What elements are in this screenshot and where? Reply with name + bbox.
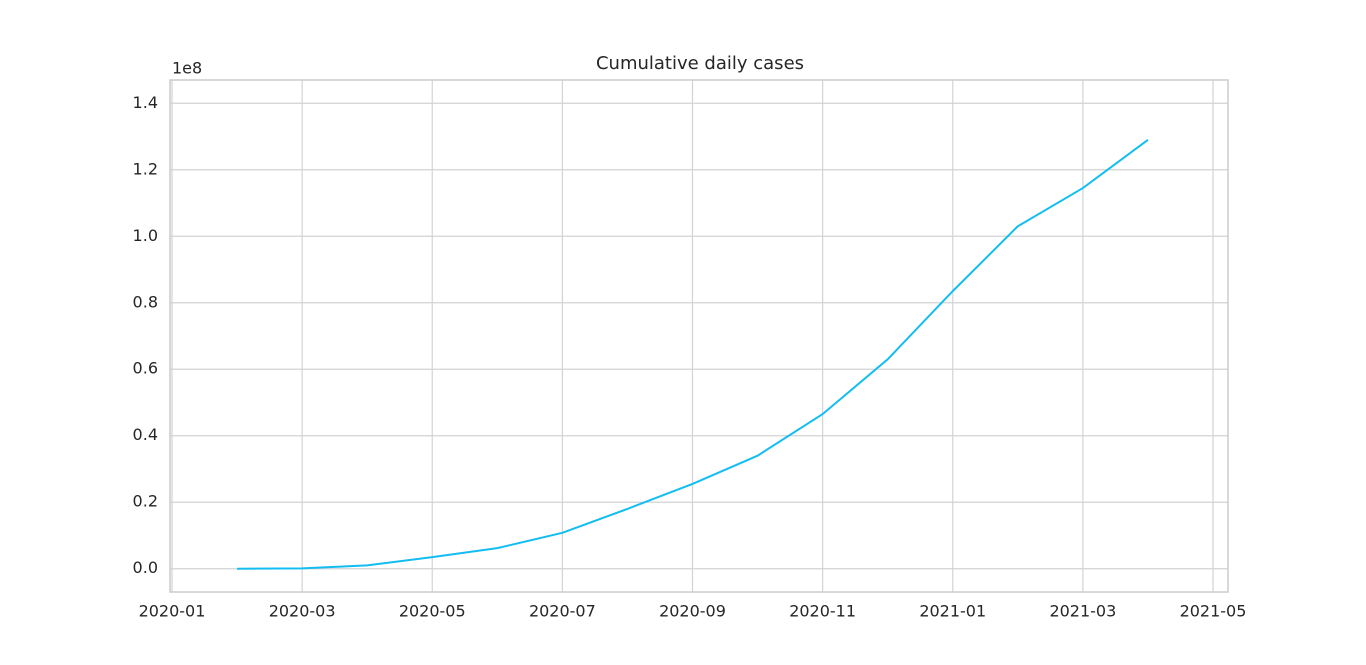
x-tick-label: 2020-05 bbox=[399, 602, 466, 621]
plot-frame bbox=[169, 79, 1229, 593]
y-tick-label: 0.4 bbox=[133, 425, 158, 444]
y-tick-label: 0.8 bbox=[133, 292, 158, 311]
x-tick-label: 2021-05 bbox=[1180, 602, 1247, 621]
x-tick-label: 2020-01 bbox=[139, 602, 206, 621]
x-tick-label: 2020-03 bbox=[269, 602, 336, 621]
chart-title: Cumulative daily cases bbox=[596, 53, 804, 74]
y-tick-label: 1.0 bbox=[133, 226, 158, 245]
y-offset-label: 1e8 bbox=[172, 59, 202, 78]
y-tick-label: 0.6 bbox=[133, 359, 158, 378]
x-tick-label: 2020-07 bbox=[529, 602, 596, 621]
data-line bbox=[237, 139, 1149, 570]
x-tick-label: 2020-11 bbox=[789, 602, 856, 621]
x-tick-label: 2021-01 bbox=[919, 602, 986, 621]
x-tick-label: 2021-03 bbox=[1049, 602, 1116, 621]
x-tick-label: 2020-09 bbox=[659, 602, 726, 621]
y-tick-label: 1.4 bbox=[133, 93, 158, 112]
y-tick-label: 0.0 bbox=[133, 558, 158, 577]
y-tick-label: 0.2 bbox=[133, 492, 158, 511]
y-tick-label: 1.2 bbox=[133, 159, 158, 178]
